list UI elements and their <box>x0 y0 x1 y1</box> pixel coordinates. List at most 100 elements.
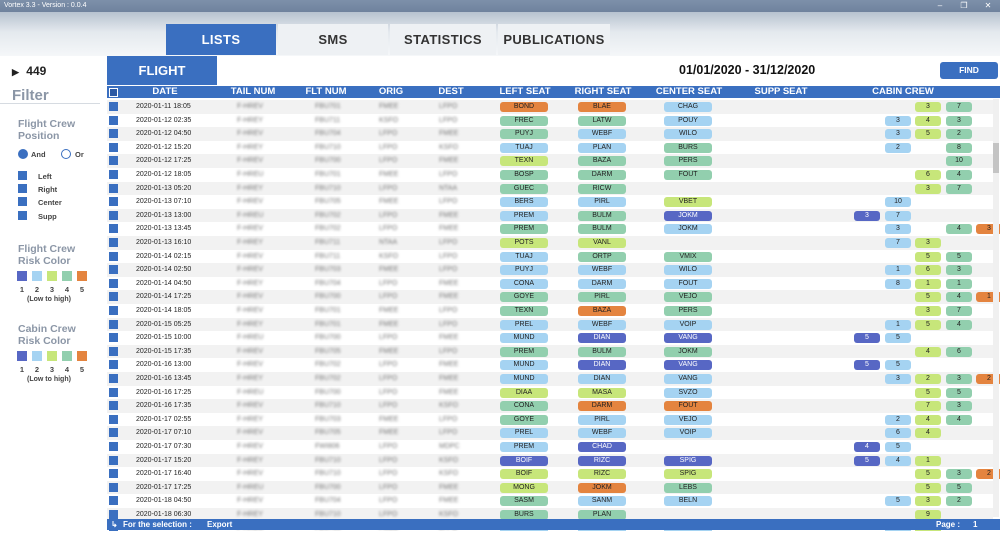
right-seat-badge[interactable]: WEBF <box>578 319 626 330</box>
left-seat-badge[interactable]: BOIF <box>500 469 548 480</box>
center-seat-badge[interactable]: PERS <box>664 306 712 316</box>
cabin-crew-badge[interactable]: 2 <box>976 374 1000 384</box>
flight-crew-risk-swatch-3[interactable] <box>47 271 57 281</box>
table-row[interactable]: 2020-01-16 13:45 F-HREY FBU702 LFPO FMEE MUND… <box>107 372 1000 386</box>
row-checkbox[interactable] <box>109 278 118 288</box>
table-row[interactable]: 2020-01-14 04:50 F-HREY FBU704 LFPO FMEE CONA… <box>107 276 993 291</box>
table-row[interactable]: 2020-01-12 02:35 F-HREY FBU711 KSFO LFPO FREC… <box>107 113 993 128</box>
table-row[interactable]: 2020-01-14 02:15 F-HREV FBU711 KSFO LFPO TUAJ… <box>107 249 993 264</box>
right-seat-badge[interactable]: BAZA <box>578 306 626 316</box>
cabin-crew-badge[interactable]: 5 <box>915 482 941 493</box>
table-row[interactable]: 2020-01-14 02:50 F-HREV FBU703 FMEE LFPO PUYJ… <box>107 263 993 277</box>
cabin-crew-badge[interactable]: 10 <box>885 197 911 208</box>
row-checkbox[interactable] <box>109 210 118 220</box>
right-seat-badge[interactable]: PIRL <box>578 292 626 303</box>
cabin-crew-badge[interactable]: 5 <box>854 455 880 466</box>
right-seat-badge[interactable]: BULM <box>578 210 626 221</box>
table-row[interactable]: 2020-01-14 17:25 F-HREV FBU700 LFPO FMEE GOYE… <box>107 290 1000 304</box>
cabin-crew-badge[interactable]: 3 <box>946 469 972 480</box>
row-checkbox[interactable] <box>109 129 118 139</box>
scrollbar-thumb[interactable] <box>993 143 999 173</box>
right-seat-badge[interactable]: DIAN <box>578 333 626 344</box>
left-seat-badge[interactable]: PREM <box>500 224 548 235</box>
left-seat-badge[interactable]: MUND <box>500 374 548 384</box>
center-seat-badge[interactable]: SPIG <box>664 455 712 466</box>
cabin-crew-badge[interactable]: 1 <box>915 278 941 289</box>
row-checkbox[interactable] <box>109 197 118 207</box>
right-seat-badge[interactable]: MASA <box>578 387 626 398</box>
flight-crew-risk-swatch-2[interactable] <box>32 271 42 281</box>
right-seat-badge[interactable]: RIZC <box>578 469 626 480</box>
cabin-crew-badge[interactable]: 3 <box>915 102 941 112</box>
table-row[interactable]: 2020-01-17 16:40 F-HREV FBU710 LFPO KSFO BOIF… <box>107 467 1000 481</box>
left-seat-badge[interactable]: CONA <box>500 278 548 289</box>
cabin-crew-badge[interactable]: 4 <box>854 442 880 452</box>
col-left-seat[interactable]: LEFT SEAT <box>499 86 551 97</box>
table-row[interactable]: 2020-01-17 02:55 F-HREY FBU703 FMEE LFPO GOYE… <box>107 412 993 427</box>
cabin-crew-risk-swatch-1[interactable] <box>17 351 27 361</box>
center-seat-badge[interactable]: BELN <box>664 496 712 507</box>
left-seat-badge[interactable]: BOIF <box>500 455 548 466</box>
left-seat-badge[interactable]: PUYJ <box>500 129 548 140</box>
row-checkbox[interactable] <box>109 387 118 397</box>
supp-checkbox[interactable] <box>18 211 27 220</box>
right-seat-badge[interactable]: BLAE <box>578 102 626 112</box>
center-seat-badge[interactable]: VANG <box>664 333 712 344</box>
right-seat-badge[interactable]: DIAN <box>578 360 626 371</box>
cabin-crew-badge[interactable]: 4 <box>946 414 972 425</box>
table-row[interactable]: 2020-01-13 16:10 F-HREY FBU711 NTAA LFPO POTS… <box>107 236 993 250</box>
left-seat-badge[interactable]: GUEC <box>500 183 548 194</box>
left-seat-badge[interactable]: FREC <box>500 115 548 126</box>
cabin-crew-badge[interactable]: 7 <box>946 102 972 112</box>
export-link[interactable]: Export <box>207 520 233 529</box>
cabin-crew-badge[interactable]: 3 <box>854 210 880 221</box>
right-seat-badge[interactable]: WEBF <box>578 129 626 140</box>
row-checkbox[interactable] <box>109 224 118 234</box>
cabin-crew-badge[interactable]: 4 <box>915 414 941 425</box>
maximize-icon[interactable]: ❐ <box>960 1 968 10</box>
cabin-crew-risk-swatch-2[interactable] <box>32 351 42 361</box>
col-date[interactable]: DATE <box>152 86 178 97</box>
row-checkbox[interactable] <box>109 102 118 111</box>
cabin-crew-badge[interactable]: 5 <box>915 469 941 480</box>
cabin-crew-badge[interactable]: 6 <box>915 170 941 180</box>
left-seat-badge[interactable]: MUND <box>500 360 548 371</box>
cabin-crew-badge[interactable]: 5 <box>885 333 911 344</box>
table-row[interactable]: 2020-01-14 18:05 F-HREV FBU701 FMEE LFPO TEXN… <box>107 304 993 318</box>
right-seat-badge[interactable]: LATW <box>578 115 626 126</box>
cabin-crew-badge[interactable]: 5 <box>946 251 972 262</box>
cabin-crew-badge[interactable]: 2 <box>976 469 1000 480</box>
cabin-crew-badge[interactable]: 5 <box>915 292 941 303</box>
table-row[interactable]: 2020-01-15 10:00 F-HREU FBU700 LFPO FMEE MUND… <box>107 331 993 345</box>
col-cabin-crew[interactable]: CABIN CREW <box>872 86 934 97</box>
row-checkbox[interactable] <box>109 333 118 343</box>
left-seat-badge[interactable]: TEXN <box>500 156 548 167</box>
cabin-crew-badge[interactable]: 6 <box>885 428 911 439</box>
table-row[interactable]: 2020-01-18 04:50 F-HREV FBU704 LFPO FMEE SASM… <box>107 494 993 508</box>
right-seat-badge[interactable]: BULM <box>578 224 626 235</box>
cabin-crew-badge[interactable]: 7 <box>946 183 972 194</box>
left-seat-badge[interactable]: BOND <box>500 102 548 112</box>
row-checkbox[interactable] <box>109 442 118 451</box>
cabin-crew-badge[interactable]: 1 <box>885 319 911 330</box>
left-seat-badge[interactable]: CONA <box>500 401 548 412</box>
right-seat-badge[interactable]: PLAN <box>578 142 626 153</box>
center-seat-badge[interactable]: BURS <box>664 142 712 153</box>
cabin-crew-badge[interactable]: 7 <box>946 306 972 316</box>
left-seat-badge[interactable]: PREM <box>500 442 548 452</box>
row-checkbox[interactable] <box>109 170 118 179</box>
cabin-crew-badge[interactable]: 2 <box>885 142 911 153</box>
cabin-crew-badge[interactable]: 3 <box>885 115 911 126</box>
left-seat-badge[interactable]: GOYE <box>500 292 548 303</box>
cabin-crew-badge[interactable]: 5 <box>915 319 941 330</box>
right-seat-badge[interactable]: RICW <box>578 183 626 194</box>
col-right-seat[interactable]: RIGHT SEAT <box>574 86 632 97</box>
cabin-crew-badge[interactable]: 3 <box>885 224 911 235</box>
right-checkbox[interactable] <box>18 184 27 193</box>
right-seat-badge[interactable]: ORTP <box>578 251 626 262</box>
cabin-crew-badge[interactable]: 3 <box>885 129 911 140</box>
cabin-crew-badge[interactable]: 5 <box>854 333 880 344</box>
col-dest[interactable]: DEST <box>438 86 464 97</box>
right-seat-badge[interactable]: DARM <box>578 278 626 289</box>
left-seat-badge[interactable]: PREM <box>500 210 548 221</box>
